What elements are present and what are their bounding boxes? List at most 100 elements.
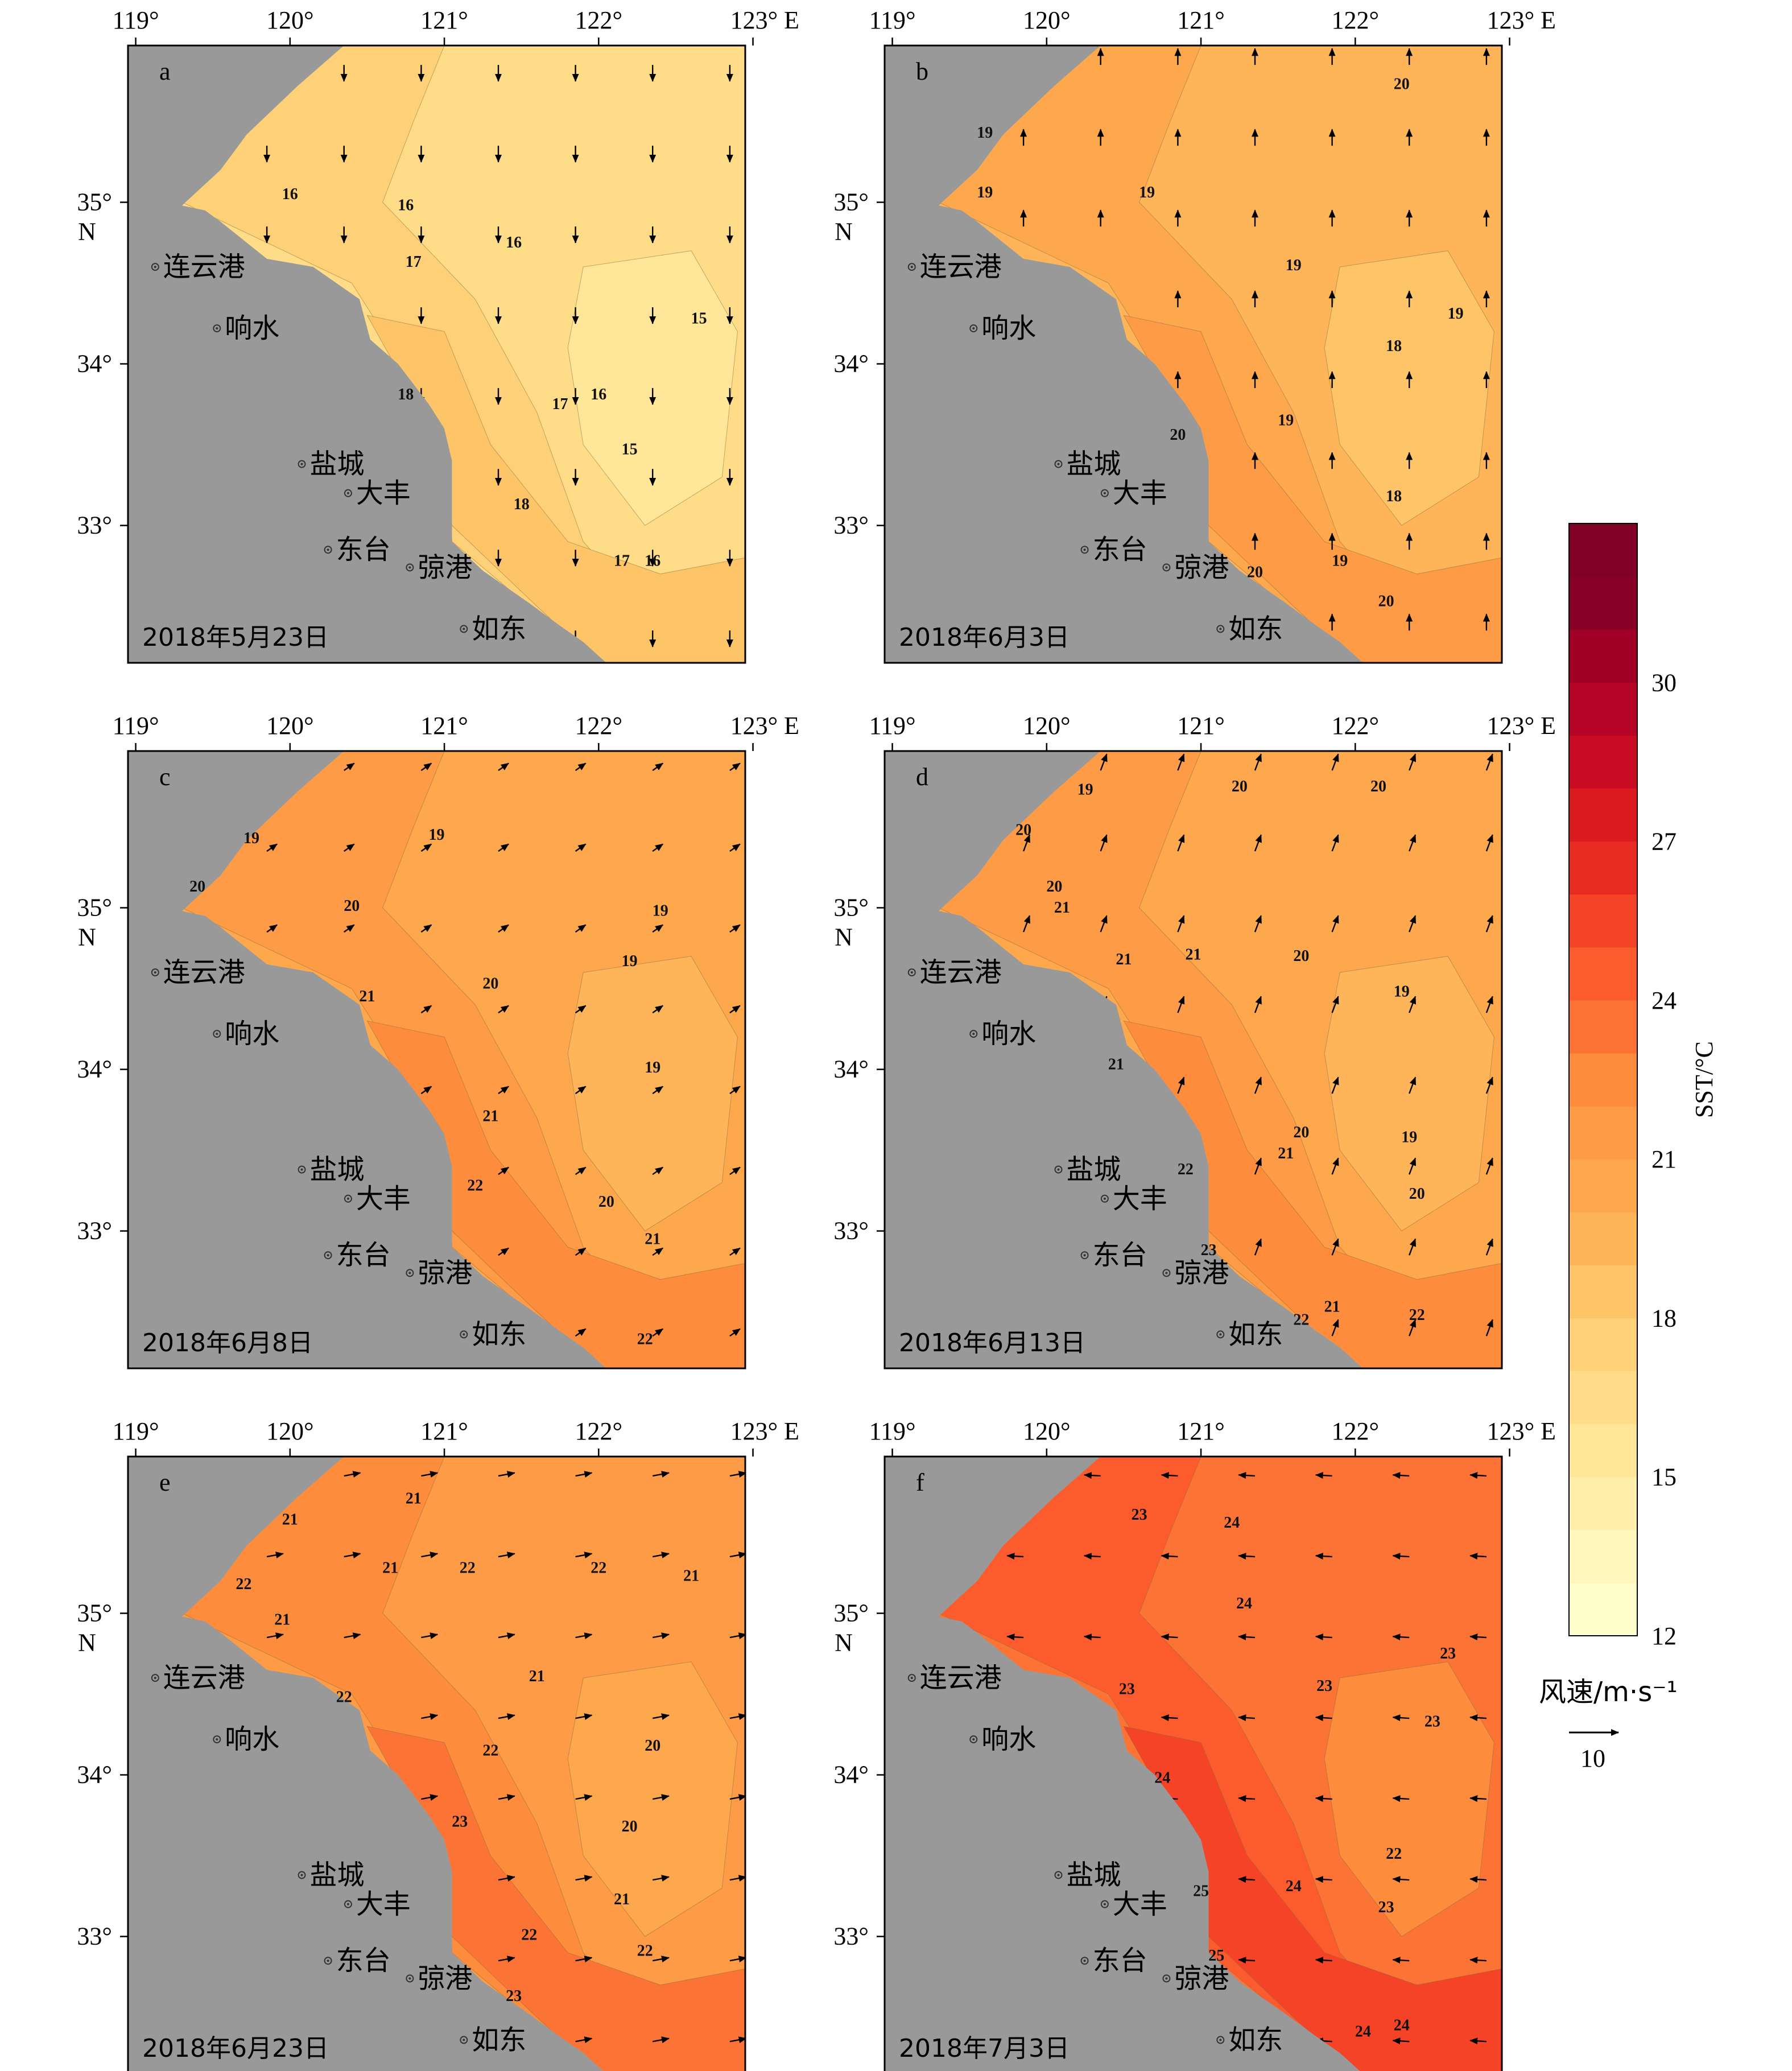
city-marker-dot	[1057, 1168, 1060, 1171]
wind-legend-value: 10	[1580, 1744, 1605, 1772]
wind-arrow	[498, 1166, 509, 1175]
panel-date: 2018年6月23日	[142, 2034, 329, 2063]
wind-arrow	[652, 1552, 670, 1558]
lat-suffix: N	[835, 923, 853, 951]
wind-arrow	[1409, 753, 1417, 771]
wind-arrow	[1022, 834, 1031, 852]
lon-tick-label: 123° E	[1487, 1417, 1556, 1445]
wind-arrow	[1409, 1319, 1417, 1336]
wind-arrow	[421, 1632, 439, 1639]
lon-tick-label: 123° E	[730, 712, 799, 740]
wind-arrow	[1083, 1553, 1101, 1560]
contour-label: 16	[645, 552, 660, 570]
contour-label: 18	[1386, 337, 1402, 355]
colorbar-segment	[1569, 1529, 1637, 1583]
contour-label: 21	[359, 988, 375, 1005]
wind-arrow	[1161, 1553, 1178, 1560]
contour-label: 20	[1247, 564, 1263, 581]
lat-tick-label: 33°	[833, 511, 869, 539]
city-name: 连云港	[920, 1662, 1002, 1694]
city-marker	[1162, 563, 1171, 572]
city-name: 大丰	[1113, 477, 1167, 509]
contour-label: 17	[552, 395, 568, 413]
wind-arrow	[652, 1956, 670, 1963]
wind-arrow	[421, 1794, 439, 1801]
wind-arrow	[1485, 1238, 1493, 1256]
contour-label: 24	[1286, 1878, 1302, 1895]
wind-arrow	[498, 1713, 515, 1720]
wind-arrow	[1409, 915, 1417, 933]
city-name: 东台	[1093, 534, 1147, 566]
city-marker	[1162, 1974, 1171, 1983]
colorbar-segment	[1569, 788, 1637, 842]
wind-arrow	[1331, 996, 1339, 1013]
city-marker-dot	[1103, 1197, 1106, 1200]
contour-label: 22	[336, 1689, 352, 1706]
wind-arrow	[652, 2036, 670, 2044]
wind-arrow	[1254, 1238, 1262, 1256]
city-marker	[213, 1735, 221, 1744]
city-marker	[1054, 460, 1063, 468]
wind-arrow	[652, 1713, 670, 1720]
wind-arrow	[498, 762, 509, 772]
wind-arrow	[498, 924, 509, 933]
wind-arrow	[421, 1713, 439, 1720]
lat-tick-label: 35°	[833, 188, 869, 216]
city-name: 如东	[472, 2024, 526, 2056]
sst-offshore-patch	[1324, 1661, 1494, 1937]
colorbar-frame	[1568, 523, 1638, 1636]
colorbar-segment	[1569, 682, 1637, 736]
contour-label: 21	[1108, 1056, 1124, 1074]
contour-label: 23	[1424, 1713, 1440, 1730]
lon-tick-label: 120°	[266, 1417, 314, 1445]
city-name: 连云港	[920, 251, 1002, 283]
wind-arrow	[1238, 1795, 1256, 1802]
wind-arrow	[1100, 834, 1108, 852]
wind-arrow	[575, 1956, 593, 1963]
wind-arrow	[1392, 1795, 1410, 1802]
city-name: 东台	[1093, 1239, 1147, 1271]
colorbar-segment	[1569, 1106, 1637, 1160]
city-marker	[213, 324, 221, 333]
wind-arrow	[266, 1552, 284, 1558]
sst-offshore-patch	[1324, 250, 1494, 526]
lat-tick-label: 33°	[77, 1217, 112, 1245]
lon-tick-label: 119°	[113, 6, 159, 34]
wind-arrow	[1315, 1957, 1332, 1964]
lon-tick-label: 122°	[575, 712, 623, 740]
lon-tick-label: 121°	[1177, 712, 1225, 740]
wind-arrow	[729, 924, 741, 933]
wind-arrow	[344, 843, 355, 852]
contour-label: 16	[398, 197, 414, 214]
city-marker	[1054, 1871, 1063, 1879]
city-name: 连云港	[920, 956, 1002, 988]
city-name: 大丰	[356, 1888, 411, 1920]
panel-date: 2018年6月3日	[899, 623, 1070, 652]
contour-label: 16	[591, 386, 606, 403]
city-name: 大丰	[1113, 1183, 1167, 1215]
city-marker	[460, 1330, 468, 1339]
wind-arrow	[421, 1471, 439, 1478]
contour-label: 22	[591, 1560, 606, 1577]
colorbar-segment	[1569, 1476, 1637, 1530]
city-name: 盐城	[310, 1859, 365, 1891]
contour-label: 18	[1386, 488, 1402, 505]
city-marker	[151, 1674, 159, 1682]
lon-tick-label: 123° E	[730, 1417, 799, 1445]
colorbar-segment	[1569, 735, 1637, 789]
wind-arrow	[1485, 1076, 1493, 1094]
lon-tick-label: 120°	[1023, 712, 1071, 740]
panel-letter: d	[916, 763, 928, 791]
contour-label: 21	[1278, 1145, 1294, 1162]
wind-arrow	[1100, 753, 1108, 771]
contour-label: 25	[1208, 1947, 1224, 1965]
wind-arrow	[729, 1875, 745, 1882]
wind-arrow	[498, 1956, 515, 1963]
lon-tick-label: 122°	[1332, 1417, 1380, 1445]
contour-label: 17	[406, 253, 422, 271]
wind-arrow	[1331, 753, 1339, 771]
city-marker	[324, 546, 332, 554]
contour-label: 20	[482, 975, 498, 993]
colorbar-segment	[1569, 576, 1637, 630]
